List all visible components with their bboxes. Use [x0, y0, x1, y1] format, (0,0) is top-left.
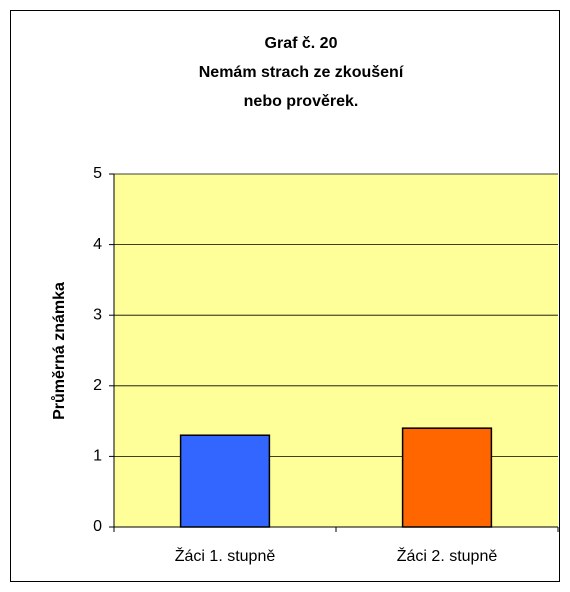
bar: [179, 434, 271, 528]
y-axis-title: Průměrná známka: [51, 282, 68, 420]
y-tick-label: 5: [93, 165, 102, 182]
bar: [401, 427, 493, 528]
x-tick-label: Žáci 2. stupně: [397, 546, 498, 565]
chart-title: Graf č. 20: [265, 35, 338, 52]
chart-title: nebo prověrek.: [244, 93, 359, 110]
y-tick-label: 3: [93, 306, 102, 323]
y-tick-label: 2: [93, 377, 102, 394]
chart-title: Nemám strach ze zkoušení: [199, 64, 404, 81]
x-tick-label: Žáci 1. stupně: [175, 546, 276, 565]
y-tick-label: 1: [93, 448, 102, 465]
y-tick-label: 0: [93, 518, 102, 535]
y-tick-label: 4: [93, 236, 102, 253]
